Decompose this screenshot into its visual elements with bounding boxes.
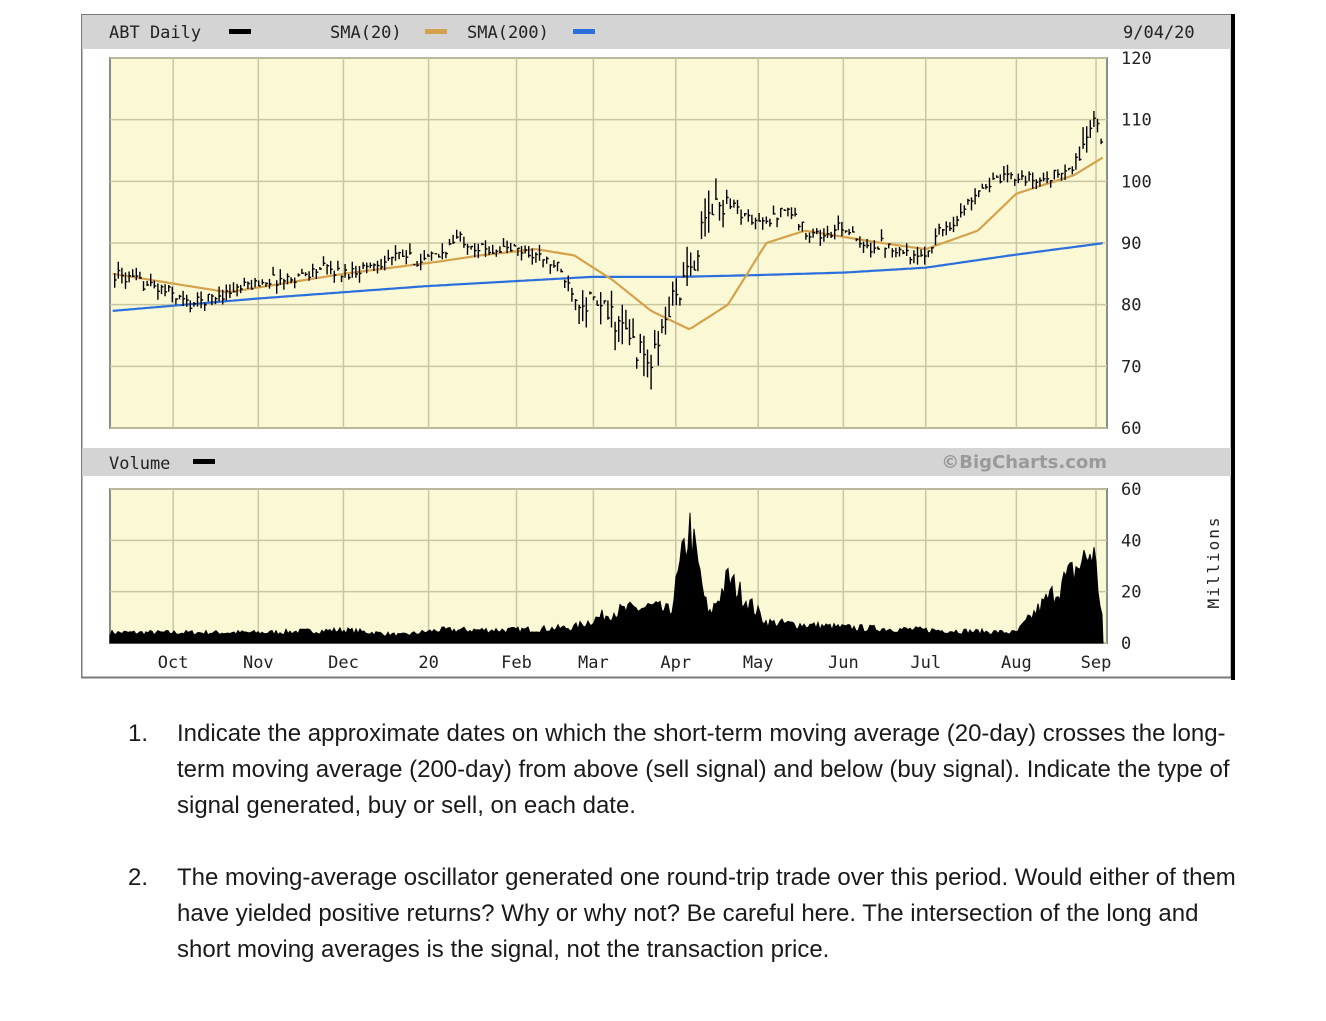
- legend-swatch-volume: [193, 459, 215, 464]
- question-text: The moving-average oscillator generated …: [177, 864, 1236, 963]
- x-tick-label: Oct: [158, 653, 189, 673]
- price-tick-label: 80: [1121, 296, 1141, 316]
- x-tick-label: Jun: [828, 653, 859, 673]
- question-number: 2.: [128, 864, 149, 891]
- legend-swatch-sma20: [425, 29, 447, 34]
- price-tick-label: 100: [1121, 172, 1152, 192]
- price-bars: [114, 111, 1104, 390]
- price-tick-label: 110: [1121, 111, 1152, 131]
- volume-tick-label: 20: [1121, 583, 1141, 603]
- chart-frame-shadow: [1231, 14, 1235, 680]
- x-tick-label: Jul: [910, 653, 941, 673]
- legend-swatch-price: [229, 29, 251, 34]
- x-tick-label: 20: [418, 653, 438, 673]
- volume-tick-label: 60: [1121, 480, 1141, 500]
- x-tick-label: Apr: [660, 653, 691, 673]
- legend-sma20-label: SMA(20): [330, 23, 402, 43]
- price-tick-label: 120: [1121, 49, 1152, 69]
- question-item: 2. The moving-average oscillator generat…: [128, 860, 1238, 968]
- price-series: [114, 111, 1104, 390]
- volume-tick-label: 0: [1121, 634, 1131, 654]
- volume-tick-label: 40: [1121, 531, 1141, 551]
- price-header-bar: [82, 15, 1231, 49]
- x-tick-label: Dec: [328, 653, 359, 673]
- x-tick-label: Sep: [1081, 653, 1112, 673]
- axis-labels: Oct Nov Dec 20 Feb Mar Apr May Jun Jul Aug Sep 120 11…: [158, 49, 1152, 673]
- question-number: 1.: [128, 720, 149, 747]
- chart-date: 9/04/20: [1123, 23, 1195, 43]
- legend-sma200-label: SMA(200): [467, 23, 549, 43]
- watermark: ©BigCharts.com: [941, 452, 1107, 473]
- chart-title: ABT Daily: [109, 23, 201, 43]
- x-tick-label: May: [743, 653, 774, 673]
- volume-label: Volume: [109, 454, 170, 474]
- x-tick-label: Nov: [243, 653, 274, 673]
- volume-series: [109, 512, 1104, 644]
- stock-chart: Oct Nov Dec 20 Feb Mar Apr May Jun Jul Aug Sep 120 11…: [81, 14, 1235, 680]
- legend-swatch-sma200: [573, 29, 595, 34]
- volume-unit-label: Millions: [1204, 515, 1223, 608]
- price-tick-label: 90: [1121, 234, 1141, 254]
- question-text: Indicate the approximate dates on which …: [177, 720, 1230, 819]
- question-item: 1. Indicate the approximate dates on whi…: [128, 716, 1238, 824]
- price-tick-label: 60: [1121, 419, 1141, 439]
- x-tick-label: Feb: [501, 653, 532, 673]
- x-tick-label: Mar: [578, 653, 609, 673]
- volume-area: [109, 512, 1104, 644]
- question-list: 1. Indicate the approximate dates on whi…: [128, 716, 1238, 1004]
- volume-header-bar: [82, 448, 1231, 476]
- x-tick-label: Aug: [1001, 653, 1032, 673]
- price-tick-label: 70: [1121, 357, 1141, 377]
- chart-canvas: Oct Nov Dec 20 Feb Mar Apr May Jun Jul Aug Sep 120 11…: [81, 14, 1235, 680]
